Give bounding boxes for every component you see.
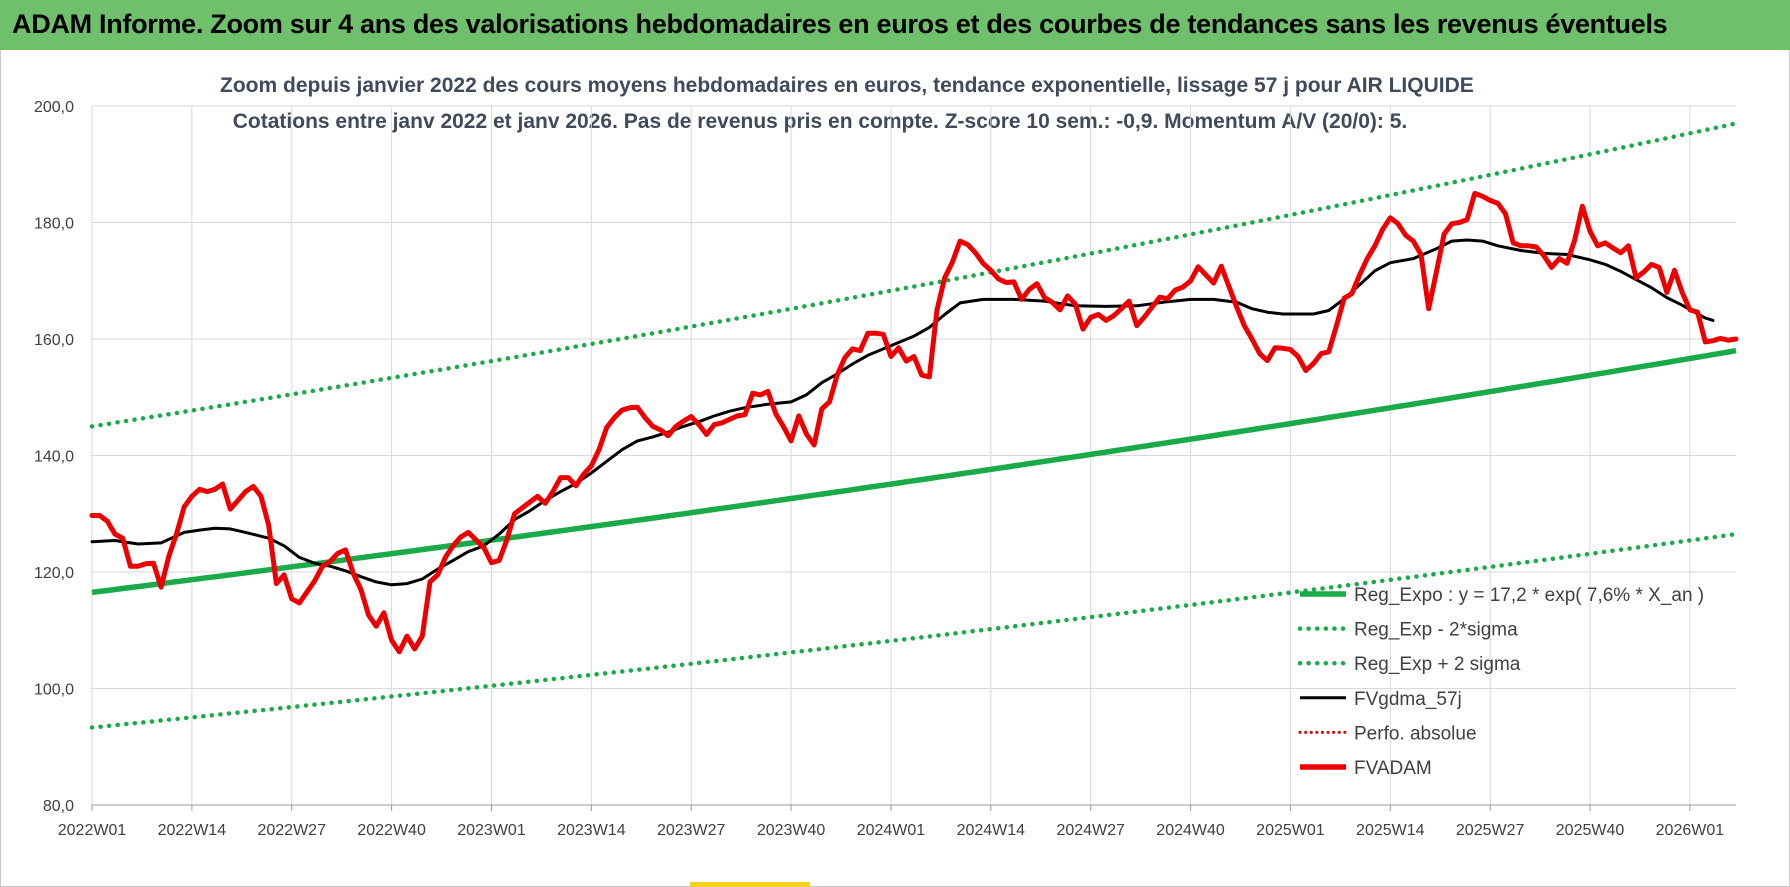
x-tick-label: 2024W40 — [1156, 822, 1225, 839]
x-tick-label: 2025W27 — [1456, 822, 1525, 839]
series-reg-upper — [89, 121, 1739, 429]
x-tick-label: 2025W14 — [1356, 822, 1425, 839]
legend-label-reg_expo: Reg_Expo : y = 17,2 * exp( 7,6% * X_an ) — [1354, 585, 1704, 606]
legend: Reg_Expo : y = 17,2 * exp( 7,6% * X_an )… — [1297, 585, 1704, 779]
legend-label-fvadam: FVADAM — [1354, 758, 1432, 779]
series-reg-lower — [89, 531, 1739, 730]
x-tick-label: 2025W40 — [1556, 822, 1625, 839]
legend-label-fvgdma: FVgdma_57j — [1354, 689, 1462, 710]
x-tick-label: 2023W27 — [657, 822, 726, 839]
x-tick-label: 2022W40 — [357, 822, 426, 839]
x-tick-label: 2023W01 — [457, 822, 526, 839]
y-tick-label: 100,0 — [34, 682, 74, 699]
chart-subtitle: Cotations entre janv 2022 et janv 2026. … — [232, 110, 1408, 133]
y-axis: 80,0 100,0 120,0 140,0 160,0 180,0 200,0 — [34, 99, 74, 815]
x-tick-label: 2022W14 — [158, 822, 227, 839]
y-tick-label: 80,0 — [43, 798, 74, 815]
x-axis: 2022W01 2022W14 2022W27 2022W40 2023W01 2023W… — [58, 804, 1736, 839]
legend-label-reg_upper: Reg_Exp + 2 sigma — [1354, 654, 1521, 675]
y-tick-label: 120,0 — [34, 565, 74, 582]
x-tick-label: 2025W01 — [1256, 822, 1325, 839]
legend-label-perfo: Perfo. absolue — [1354, 723, 1477, 744]
chart-title: Zoom depuis janvier 2022 des cours moyen… — [220, 74, 1474, 97]
y-tick-label: 160,0 — [34, 332, 74, 349]
x-tick-label: 2024W14 — [957, 822, 1026, 839]
grid — [91, 105, 1736, 806]
series-fvadam — [89, 190, 1739, 655]
x-tick-label: 2024W27 — [1056, 822, 1125, 839]
y-tick-label: 180,0 — [34, 216, 74, 233]
series-group — [89, 121, 1739, 730]
series-reg-expo — [91, 347, 1737, 596]
series-fvgdma — [90, 238, 1715, 587]
x-tick-label: 2022W01 — [58, 822, 127, 839]
bottom-accent — [690, 882, 810, 887]
x-tick-label: 2023W40 — [757, 822, 826, 839]
x-tick-label: 2023W14 — [557, 822, 626, 839]
header-band: ADAM Informe. Zoom sur 4 ans des valoris… — [0, 0, 1790, 50]
legend-label-reg_lower: Reg_Exp - 2*sigma — [1354, 620, 1518, 641]
x-tick-label: 2024W01 — [857, 822, 926, 839]
x-tick-label: 2026W01 — [1656, 822, 1725, 839]
y-tick-label: 140,0 — [34, 449, 74, 466]
y-tick-label: 200,0 — [34, 99, 74, 116]
x-tick-label: 2022W27 — [257, 822, 326, 839]
report-title: ADAM Informe. Zoom sur 4 ans des valoris… — [12, 9, 1668, 39]
